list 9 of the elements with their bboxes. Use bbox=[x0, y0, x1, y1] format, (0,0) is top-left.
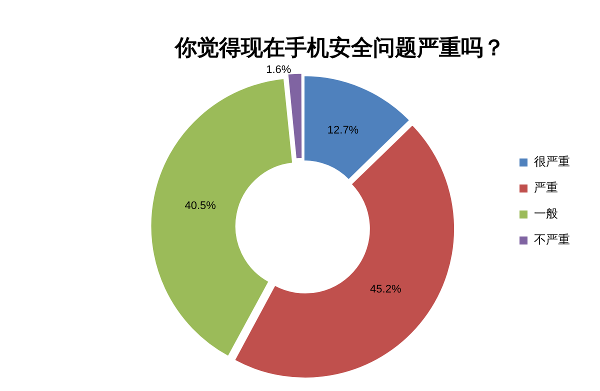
legend-label: 不严重 bbox=[534, 232, 570, 247]
legend-label: 严重 bbox=[534, 180, 558, 195]
data-label: 40.5% bbox=[184, 200, 216, 212]
data-label: 12.7% bbox=[327, 124, 359, 137]
legend-label: 很严重 bbox=[534, 154, 570, 169]
data-label: 45.2% bbox=[370, 284, 402, 296]
legend-label: 一般 bbox=[534, 206, 558, 221]
data-label: 1.6% bbox=[266, 64, 292, 76]
chart-title: 你觉得现在手机安全问题严重吗？ bbox=[174, 34, 505, 61]
